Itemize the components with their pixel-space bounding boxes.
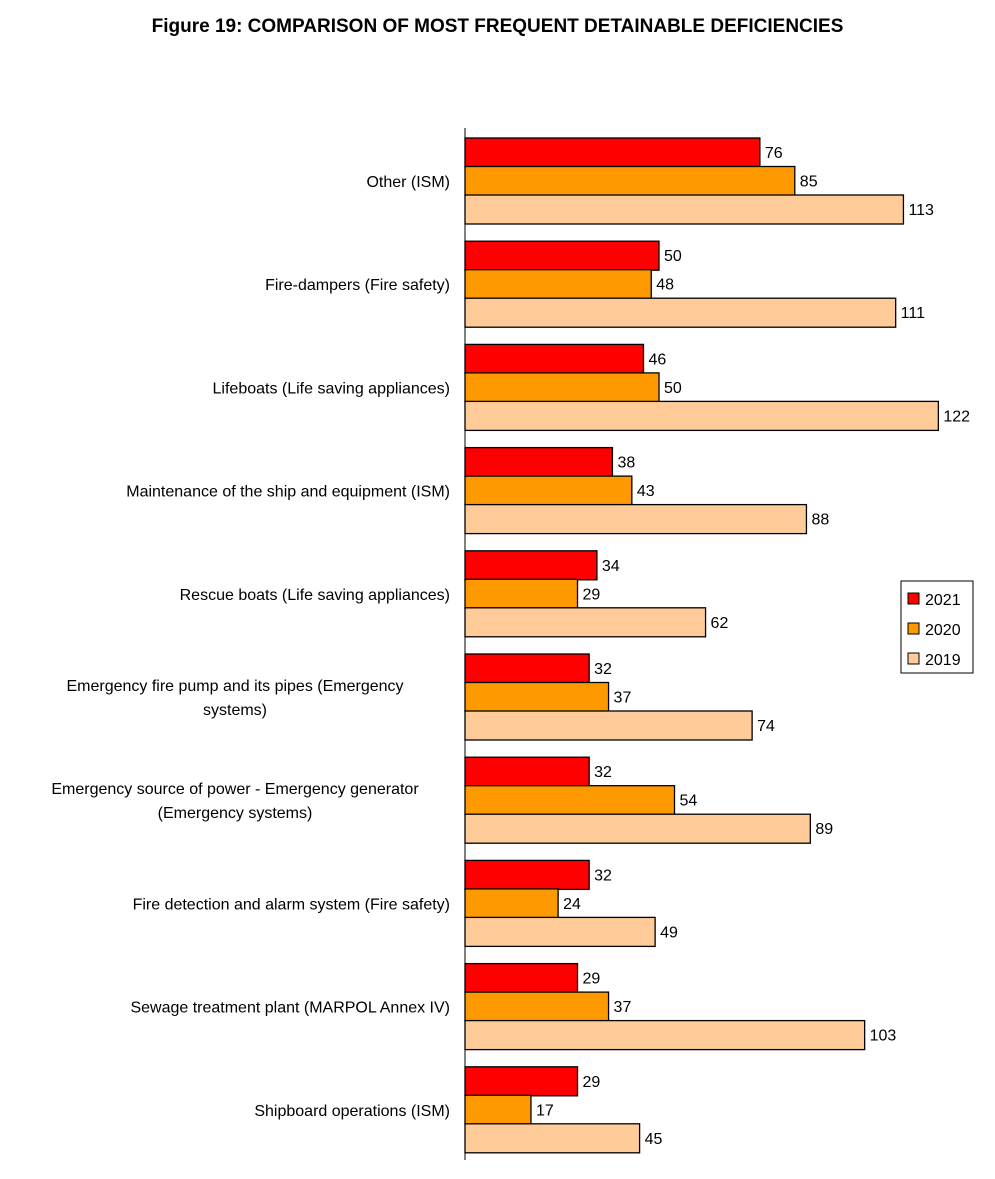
legend-label-2019: 2019 [925, 652, 961, 669]
value-label-2021-4: 34 [602, 558, 620, 575]
bar-2020-9 [464, 1094, 532, 1125]
value-label-2020-8: 37 [614, 999, 632, 1016]
category-label-line: Fire detection and alarm system (Fire sa… [133, 896, 450, 913]
value-label-2019-0: 113 [908, 202, 934, 219]
category-label-line: Emergency fire pump and its pipes (Emerg… [66, 678, 403, 695]
category-label-line: Rescue boats (Life saving appliances) [180, 587, 450, 604]
category-label-line: Lifeboats (Life saving appliances) [213, 380, 450, 397]
category-label-5: Emergency fire pump and its pipes (Emerg… [66, 678, 403, 719]
bar-2019-5 [464, 710, 753, 741]
category-label-7: Fire detection and alarm system (Fire sa… [133, 896, 450, 913]
value-label-2020-7: 24 [563, 896, 581, 913]
value-label-2020-4: 29 [583, 586, 601, 603]
bar-2019-1 [464, 297, 897, 328]
category-label-line: systems) [203, 702, 267, 719]
value-label-2019-5: 74 [757, 718, 775, 735]
bar-2021-5 [464, 653, 590, 684]
bar-2019-0 [464, 194, 905, 225]
bar-2021-0 [464, 137, 761, 168]
value-label-2019-2: 122 [943, 408, 970, 425]
category-label-2: Lifeboats (Life saving appliances) [213, 380, 450, 397]
value-label-2019-6: 89 [815, 821, 833, 838]
category-label-line: Emergency source of power - Emergency ge… [51, 781, 419, 798]
category-label-3: Maintenance of the ship and equipment (I… [126, 484, 450, 501]
value-label-2019-9: 45 [645, 1131, 663, 1148]
bar-2020-8 [464, 991, 610, 1022]
value-label-2020-9: 17 [536, 1102, 554, 1119]
value-label-2021-0: 76 [765, 145, 783, 162]
category-label-line: Fire-dampers (Fire safety) [265, 277, 450, 294]
value-label-2020-2: 50 [664, 380, 682, 397]
category-label-6: Emergency source of power - Emergency ge… [51, 781, 419, 822]
value-label-2021-2: 46 [648, 351, 666, 368]
bar-2020-4 [464, 578, 579, 609]
category-label-4: Rescue boats (Life saving appliances) [180, 587, 450, 604]
bar-2020-6 [464, 785, 676, 816]
bar-2021-2 [464, 343, 645, 375]
bar-2020-3 [464, 475, 633, 506]
value-label-2021-1: 50 [664, 248, 682, 265]
value-label-2019-1: 111 [901, 305, 925, 322]
bars-group [464, 137, 940, 1154]
bar-2019-7 [464, 916, 656, 948]
bar-2021-6 [464, 756, 590, 787]
value-label-2021-7: 32 [594, 867, 612, 884]
category-label-line: Maintenance of the ship and equipment (I… [126, 484, 450, 501]
value-label-2019-4: 62 [711, 615, 729, 632]
bar-2019-8 [464, 1019, 866, 1051]
category-label-line: Shipboard operations (ISM) [254, 1103, 450, 1120]
bar-2020-2 [464, 372, 660, 403]
value-label-2020-5: 37 [614, 690, 632, 707]
chart-title: Figure 19: COMPARISON OF MOST FREQUENT D… [151, 16, 844, 37]
category-label-0: Other (ISM) [366, 174, 450, 191]
value-label-2020-6: 54 [680, 793, 698, 810]
value-label-2021-3: 38 [617, 455, 635, 472]
category-label-8: Sewage treatment plant (MARPOL Annex IV) [130, 1000, 450, 1017]
category-label-line: Sewage treatment plant (MARPOL Annex IV) [130, 1000, 450, 1017]
bar-2021-3 [464, 446, 614, 478]
bar-2019-4 [464, 607, 707, 638]
legend-label-2021: 2021 [925, 592, 961, 609]
legend-swatch-2019 [907, 652, 920, 665]
legend-swatch-2020 [907, 622, 920, 635]
bar-2021-9 [464, 1066, 579, 1097]
category-label-9: Shipboard operations (ISM) [254, 1103, 450, 1120]
category-label-line: Other (ISM) [366, 174, 450, 191]
bar-2020-7 [464, 888, 559, 919]
value-label-2019-3: 88 [811, 512, 829, 529]
value-label-2019-7: 49 [660, 924, 678, 941]
value-label-2020-1: 48 [656, 277, 674, 294]
value-label-2019-8: 103 [870, 1028, 897, 1045]
bar-2021-1 [464, 240, 660, 271]
value-label-2021-8: 29 [583, 971, 601, 988]
category-labels-group: Other (ISM) Fire-dampers (Fire safety) Lif… [51, 174, 450, 1120]
bar-2021-7 [464, 859, 590, 891]
legend-swatch-2021 [907, 592, 920, 605]
category-label-1: Fire-dampers (Fire safety) [265, 277, 450, 294]
bar-2021-4 [464, 550, 598, 581]
value-label-2021-6: 32 [594, 764, 612, 781]
category-label-line: (Emergency systems) [158, 805, 313, 822]
bar-2019-6 [464, 813, 811, 844]
bar-2020-0 [464, 165, 796, 197]
value-label-2020-3: 43 [637, 483, 655, 500]
bar-2020-5 [464, 681, 610, 713]
value-label-2020-0: 85 [800, 174, 818, 191]
bar-2019-2 [464, 400, 940, 432]
legend-label-2020: 2020 [925, 622, 961, 639]
bar-2021-8 [464, 962, 579, 994]
value-label-2021-9: 29 [583, 1074, 601, 1091]
value-labels-group: 7685113504811146501223843883429623237743… [536, 145, 970, 1148]
legend: 2021 2020 2019 [900, 580, 974, 674]
bar-2019-9 [464, 1123, 641, 1154]
bar-2020-1 [464, 269, 652, 300]
bar-2019-3 [464, 503, 808, 535]
value-label-2021-5: 32 [594, 661, 612, 678]
